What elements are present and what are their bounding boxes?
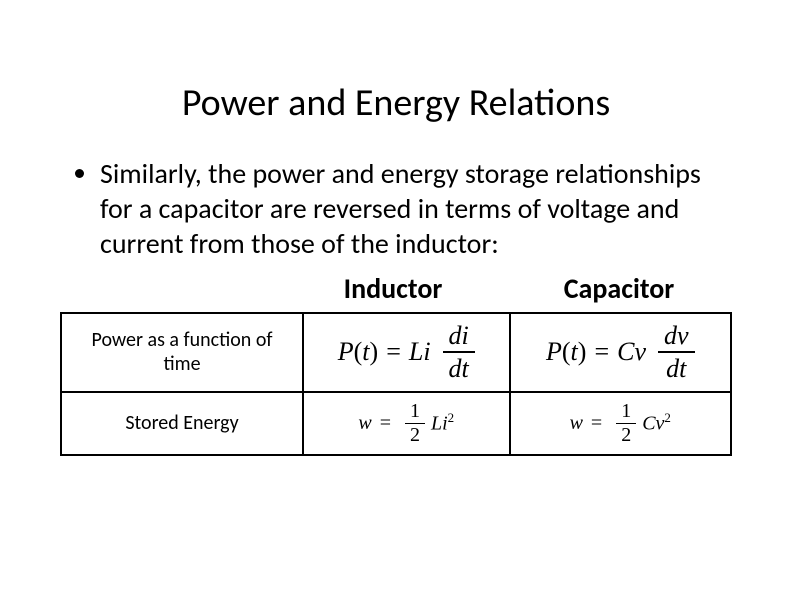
bullet-main: Similarly, the power and energy storage … (100, 156, 732, 261)
row-label-power: Power as a function of time (61, 313, 303, 392)
page-title: Power and Energy Relations (60, 80, 732, 126)
table-row: Power as a function of time P(t) = Li di… (61, 313, 731, 392)
cell-inductor-energy: w = 1 2 Li2 (303, 392, 510, 455)
column-header-capacitor: Capacitor (506, 271, 732, 306)
row-label-energy: Stored Energy (61, 392, 303, 455)
column-headers: Inductor Capacitor (60, 271, 732, 306)
eq-inductor-energy: w = 1 2 Li2 (358, 401, 454, 446)
cell-capacitor-energy: w = 1 2 Cv2 (510, 392, 731, 455)
header-spacer (60, 271, 280, 306)
eq-inductor-power: P(t) = Li di dt (338, 322, 475, 383)
eq-capacitor-energy: w = 1 2 Cv2 (570, 401, 671, 446)
cell-capacitor-power: P(t) = Cv dv dt (510, 313, 731, 392)
table-row: Stored Energy w = 1 2 Li2 w = 1 (61, 392, 731, 455)
slide: Power and Energy Relations Similarly, th… (0, 0, 792, 612)
column-header-inductor: Inductor (280, 271, 506, 306)
body-text: Similarly, the power and energy storage … (60, 156, 732, 261)
eq-capacitor-power: P(t) = Cv dv dt (546, 322, 695, 383)
cell-inductor-power: P(t) = Li di dt (303, 313, 510, 392)
comparison-table: Power as a function of time P(t) = Li di… (60, 312, 732, 456)
